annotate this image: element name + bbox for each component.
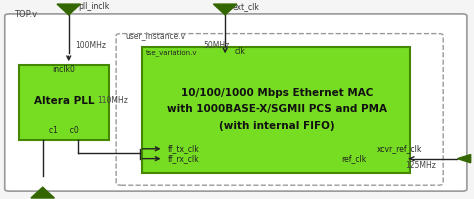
Text: 50MHz: 50MHz (204, 41, 230, 50)
Polygon shape (457, 154, 471, 163)
FancyBboxPatch shape (116, 34, 443, 185)
Text: ref_clk: ref_clk (341, 154, 366, 163)
FancyBboxPatch shape (5, 14, 467, 191)
Text: tse_variation.v: tse_variation.v (146, 50, 198, 56)
Text: user_instance.v: user_instance.v (126, 31, 186, 41)
Text: Altera PLL: Altera PLL (34, 96, 94, 105)
Bar (19, 65, 109, 140)
Text: 10/100/1000 Mbps Ethernet MAC: 10/100/1000 Mbps Ethernet MAC (181, 88, 374, 98)
Text: 110MHz: 110MHz (97, 96, 128, 105)
Text: pll_inclk: pll_inclk (78, 2, 109, 11)
Text: ff_tx_clk: ff_tx_clk (168, 144, 200, 153)
Text: clk: clk (235, 47, 246, 56)
Text: (with internal FIFO): (with internal FIFO) (219, 121, 335, 131)
Text: with 1000BASE-X/SGMII PCS and PMA: with 1000BASE-X/SGMII PCS and PMA (167, 104, 387, 114)
Polygon shape (213, 4, 237, 15)
Text: inclk0: inclk0 (53, 65, 75, 74)
Bar (142, 47, 410, 173)
Text: ff_rx_clk: ff_rx_clk (168, 154, 200, 163)
Polygon shape (57, 4, 81, 15)
Text: xcvr_ref_clk: xcvr_ref_clk (376, 144, 422, 153)
Text: ext_clk: ext_clk (232, 2, 259, 11)
Polygon shape (31, 187, 55, 198)
Text: 100MHz: 100MHz (75, 41, 106, 50)
Text: 125MHz: 125MHz (405, 161, 436, 171)
Text: TOP.v: TOP.v (14, 10, 37, 19)
Text: c1     c0: c1 c0 (49, 126, 79, 135)
